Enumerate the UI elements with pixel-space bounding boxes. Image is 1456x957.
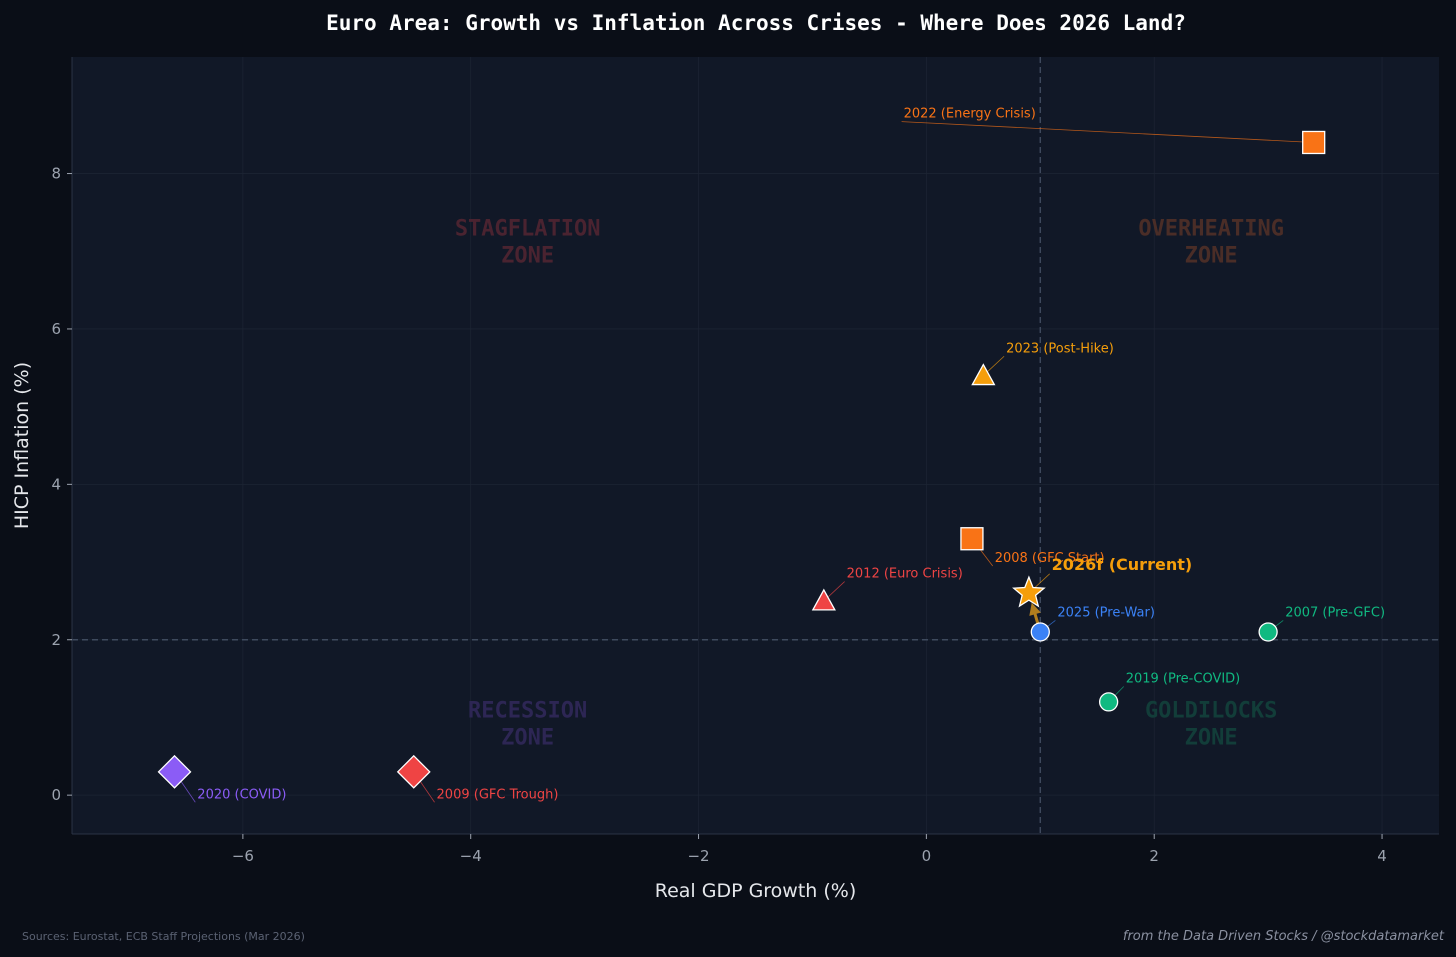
data-label: 2008 (GFC Start) xyxy=(995,551,1105,566)
y-tick-label: 0 xyxy=(51,786,61,804)
x-tick-label: −4 xyxy=(460,847,482,865)
chart-title: Euro Area: Growth vs Inflation Across Cr… xyxy=(326,11,1186,35)
data-label: 2020 (COVID) xyxy=(197,787,286,802)
data-label: 2026f (Current) xyxy=(1052,555,1193,574)
zone-label-line: OVERHEATING xyxy=(1138,217,1284,242)
leader-line xyxy=(901,121,1314,143)
data-label: 2019 (Pre-COVID) xyxy=(1126,671,1241,686)
x-tick-label: 2 xyxy=(1149,847,1159,865)
y-tick-label: 4 xyxy=(51,475,61,493)
data-label: 2022 (Energy Crisis) xyxy=(904,107,1036,122)
zone-label-line: ZONE xyxy=(1185,244,1238,269)
point-diamond-2020 xyxy=(157,754,192,789)
sources-note: Sources: Eurostat, ECB Staff Projections… xyxy=(22,930,305,943)
point-diamond-2009 xyxy=(396,754,431,789)
point-triangle-2012 xyxy=(811,588,836,611)
zone-label-overheating: OVERHEATING ZONE xyxy=(1138,217,1284,269)
point-circle-2019 xyxy=(1098,692,1119,712)
point-star-2026f xyxy=(1012,575,1046,608)
x-tick-label: −2 xyxy=(687,847,709,865)
point-circle-2025 xyxy=(1030,622,1050,642)
data-label: 2009 (GFC Trough) xyxy=(437,787,559,802)
data-label: 2012 (Euro Crisis) xyxy=(847,567,963,582)
point-square-2022 xyxy=(1302,130,1326,155)
x-axis-label: Real GDP Growth (%) xyxy=(655,880,857,902)
x-tick-label: 4 xyxy=(1377,847,1387,865)
credit-note: from the Data Driven Stocks / @stockdata… xyxy=(1122,929,1444,944)
data-label: 2025 (Pre-War) xyxy=(1057,605,1155,620)
zone-label-line: GOLDILOCKS xyxy=(1145,698,1277,723)
zone-label-goldilocks: GOLDILOCKS ZONE xyxy=(1145,698,1277,750)
data-label: 2007 (Pre-GFC) xyxy=(1285,605,1385,620)
point-square-2008 xyxy=(960,527,984,551)
x-tick-label: 0 xyxy=(922,847,932,865)
y-tick-label: 8 xyxy=(51,165,61,183)
zone-label-stagflation: STAGFLATION ZONE xyxy=(455,217,601,269)
zone-label-line: ZONE xyxy=(501,244,554,269)
zone-label-line: STAGFLATION xyxy=(455,217,601,242)
plot-background xyxy=(72,57,1439,834)
zone-label-line: RECESSION xyxy=(468,698,587,723)
trend-arrow-head xyxy=(1029,602,1041,616)
zone-label-line: ZONE xyxy=(501,725,554,750)
x-tick-label: −6 xyxy=(232,847,254,865)
point-triangle-2023 xyxy=(971,363,996,386)
y-tick-label: 2 xyxy=(51,631,61,649)
y-tick-label: 6 xyxy=(51,320,61,338)
point-circle-2007 xyxy=(1258,622,1278,642)
zone-label-recession: RECESSION ZONE xyxy=(468,698,587,750)
zone-label-line: ZONE xyxy=(1185,725,1238,750)
data-label: 2023 (Post-Hike) xyxy=(1006,341,1114,356)
y-axis-label: HICP Inflation (%) xyxy=(11,362,33,529)
